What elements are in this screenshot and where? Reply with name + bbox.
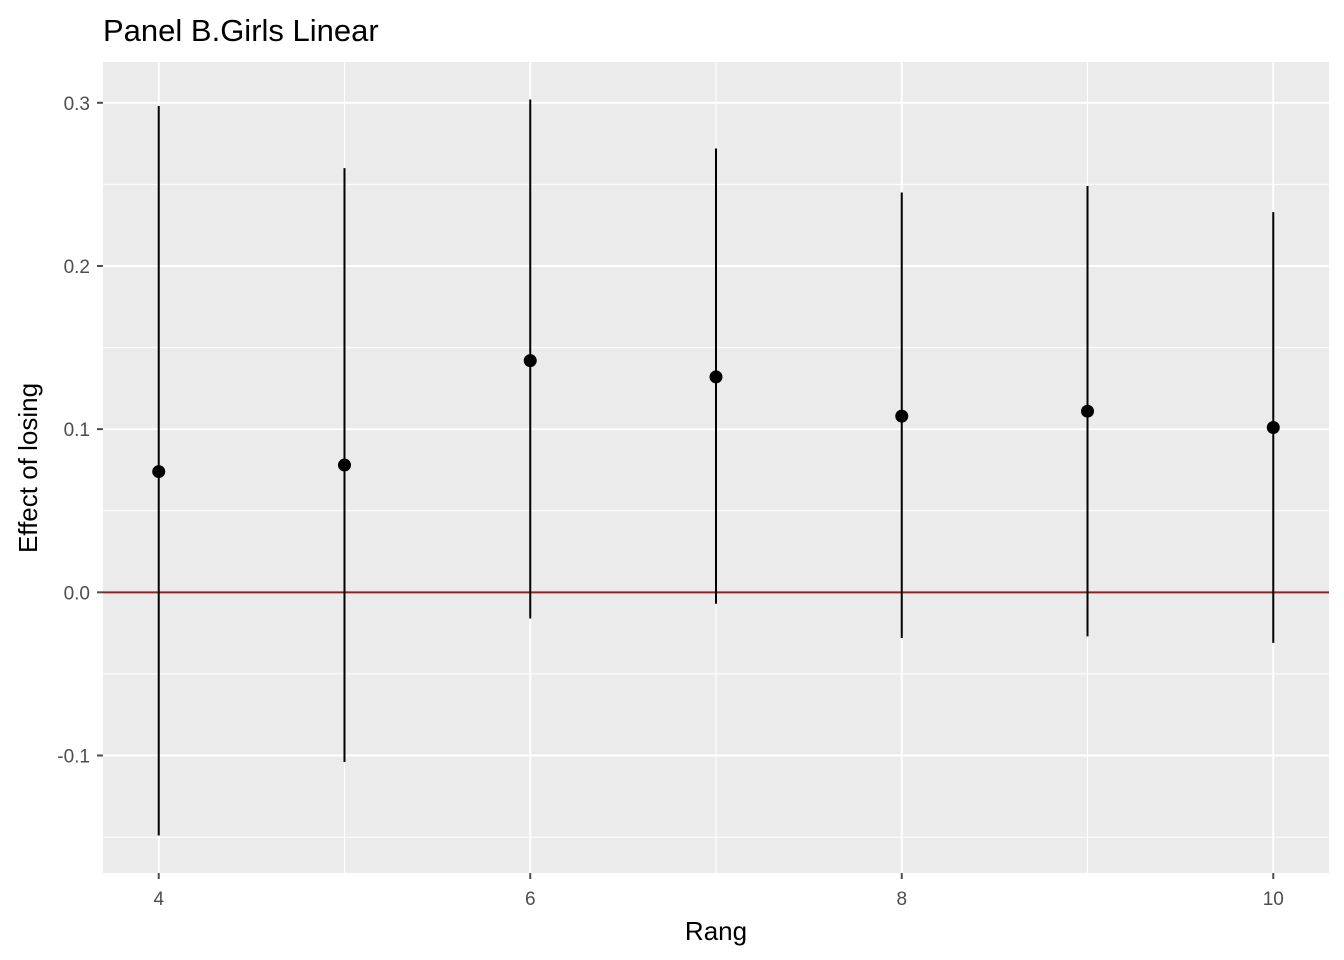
x-axis: 4 6 8 10 — [153, 873, 1284, 910]
data-point — [523, 354, 537, 368]
y-tick-label: -0.1 — [57, 747, 90, 768]
x-tick-label: 10 — [1263, 889, 1284, 910]
data-points — [152, 354, 1280, 479]
data-point — [337, 458, 351, 472]
y-tick-label: 0.0 — [64, 583, 90, 604]
y-axis-title: Effect of losing — [13, 383, 43, 553]
x-tick-label: 8 — [896, 889, 907, 910]
y-tick-label: 0.2 — [64, 257, 90, 278]
x-tick-label: 4 — [153, 889, 164, 910]
y-tick-label: 0.3 — [64, 94, 90, 115]
y-tick-label: 0.1 — [64, 420, 90, 441]
data-point — [895, 409, 909, 423]
chart-title: Panel B.Girls Linear — [103, 13, 379, 48]
x-tick-label: 6 — [525, 889, 536, 910]
x-axis-title: Rang — [685, 916, 747, 946]
data-point — [709, 370, 723, 384]
data-point — [1081, 404, 1095, 418]
y-axis: -0.1 0.0 0.1 0.2 0.3 — [57, 94, 103, 768]
data-point — [152, 465, 166, 479]
data-point — [1266, 421, 1280, 435]
